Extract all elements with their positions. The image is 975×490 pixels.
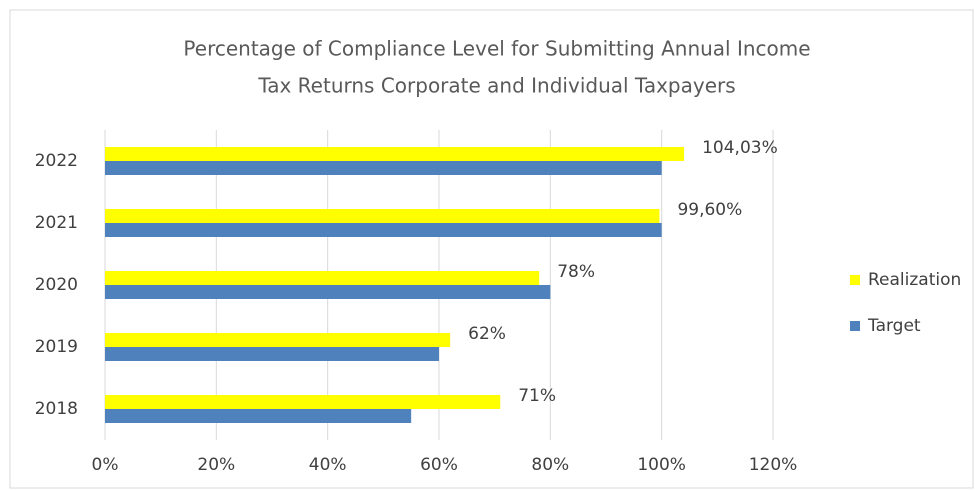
y-tick-label: 2021 bbox=[35, 213, 78, 233]
bar bbox=[105, 333, 451, 347]
data-label: 78% bbox=[557, 262, 595, 282]
legend-label: Target bbox=[867, 316, 921, 336]
chart-title: Percentage of Compliance Level for Submi… bbox=[183, 37, 810, 61]
chart-title: Tax Returns Corporate and Individual Tax… bbox=[257, 74, 735, 98]
bar bbox=[105, 347, 439, 361]
x-tick-label: 0% bbox=[92, 455, 119, 475]
data-label: 99,60% bbox=[677, 200, 742, 220]
x-tick-label: 80% bbox=[531, 455, 569, 475]
bar bbox=[105, 285, 551, 299]
y-tick-label: 2019 bbox=[35, 337, 78, 357]
y-tick-label: 2022 bbox=[35, 151, 78, 171]
y-tick-label: 2018 bbox=[35, 399, 78, 419]
bar bbox=[105, 161, 662, 175]
bar bbox=[105, 409, 412, 423]
bar bbox=[105, 271, 540, 285]
data-label: 62% bbox=[468, 324, 506, 344]
data-label: 71% bbox=[518, 386, 556, 406]
legend-label: Realization bbox=[868, 270, 961, 290]
x-tick-label: 120% bbox=[749, 455, 798, 475]
x-tick-label: 60% bbox=[420, 455, 458, 475]
x-tick-label: 20% bbox=[197, 455, 235, 475]
bar bbox=[105, 209, 660, 223]
x-tick-label: 100% bbox=[637, 455, 686, 475]
bar bbox=[105, 147, 685, 161]
x-tick-label: 40% bbox=[309, 455, 347, 475]
legend-swatch bbox=[850, 321, 860, 331]
bar bbox=[105, 223, 662, 237]
y-tick-label: 2020 bbox=[35, 275, 78, 295]
data-label: 104,03% bbox=[702, 138, 778, 158]
bar bbox=[105, 395, 501, 409]
legend-swatch bbox=[850, 275, 860, 285]
